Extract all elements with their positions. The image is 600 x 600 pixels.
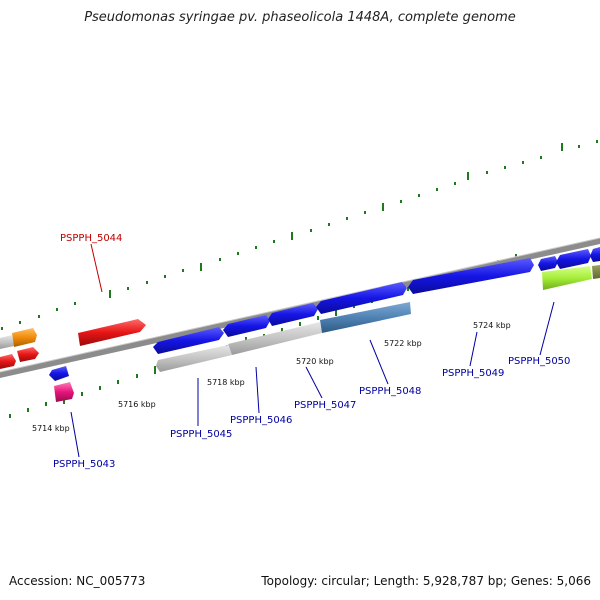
gene-blue-right-2 [556,249,591,269]
accession-text: Accession: NC_005773 [9,574,146,588]
gene-red-left-2 [17,347,39,362]
gene-blue-below-left [49,366,69,381]
gene-label-pspph-5043[interactable]: PSPPH_5043 [53,459,115,470]
gene-pink-pspph-5043 [54,382,74,402]
gene-pspph-5044 [78,319,146,346]
scale-label: 5718 kbp [207,378,245,387]
gene-label-pspph-5050[interactable]: PSPPH_5050 [508,356,570,367]
reverse-genes [49,265,600,402]
gene-orange-left [12,328,37,347]
gene-pspph-5049 [408,258,534,294]
gene-label-pspph-5048[interactable]: PSPPH_5048 [359,386,421,397]
scale-label: 5714 kbp [32,424,70,433]
gene-red-left-1 [0,354,16,369]
genome-summary-text: Topology: circular; Length: 5,928,787 bp… [261,574,591,588]
gene-label-pspph-5047[interactable]: PSPPH_5047 [294,400,356,411]
gene-label-pspph-5046[interactable]: PSPPH_5046 [230,415,292,426]
gene-grey-below-1 [156,345,232,372]
gene-labels: PSPPH_5043 PSPPH_5044 PSPPH_5045 PSPPH_5… [53,233,570,470]
scale-label: 5716 kbp [118,400,156,409]
gene-pspph-5048 [316,282,407,314]
leader-lines [70,243,555,458]
gene-label-pspph-5049[interactable]: PSPPH_5049 [442,368,504,379]
gene-blue-small-right [538,256,558,271]
gene-pspph-5046 [223,315,270,337]
gene-blue-right-edge [590,247,600,262]
scale-label: 5724 kbp [473,321,511,330]
scale-label: 5720 kbp [296,357,334,366]
scale-labels: 5714 kbp 5716 kbp 5718 kbp 5720 kbp 5722… [32,321,511,433]
gene-steel-below [320,302,411,333]
gene-label-pspph-5044[interactable]: PSPPH_5044 [60,233,122,244]
gene-olive-right [592,265,600,279]
genome-title: Pseudomonas syringae pv. phaseolicola 14… [84,10,516,25]
forward-genes [0,247,600,369]
gene-pspph-5045 [153,327,224,354]
gene-lime-pspph-5050 [542,266,592,290]
scale-label: 5722 kbp [384,339,422,348]
upper-tick-track [1,140,598,330]
gene-grey-below-2 [228,322,322,355]
gene-pspph-5047 [268,303,318,326]
gene-grey-left-upper [0,335,14,349]
gene-label-pspph-5045[interactable]: PSPPH_5045 [170,429,232,440]
